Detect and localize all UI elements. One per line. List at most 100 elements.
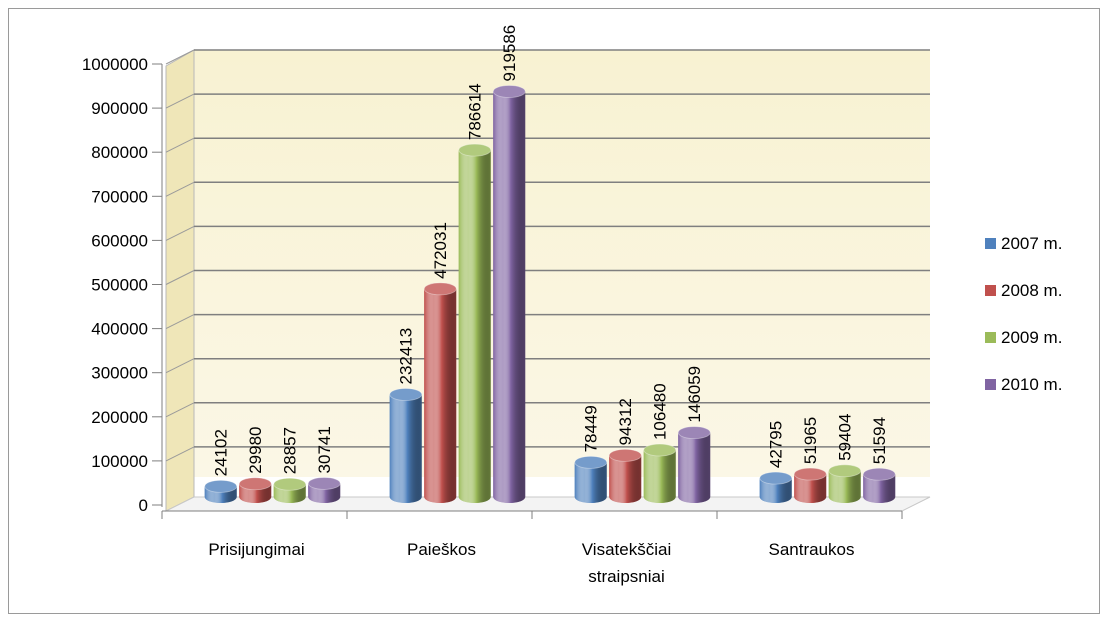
bar [238, 477, 272, 503]
bar-top [389, 388, 423, 401]
bar-top [862, 467, 896, 481]
bar [828, 464, 862, 503]
x-axis: Prisijungimai Paieškos Visatekščiai straips… [161, 510, 903, 586]
y-tick-label: 900000 [91, 99, 148, 118]
gridlines [165, 49, 930, 462]
bar-shade [493, 91, 526, 503]
legend-swatch [985, 285, 996, 296]
data-label: 232413 [397, 328, 416, 385]
legend-swatch [985, 379, 996, 390]
bar [492, 85, 526, 503]
bar [793, 467, 827, 503]
bar-top-highlight [678, 426, 711, 439]
gridline-side [165, 358, 195, 374]
bar-top [238, 477, 272, 491]
data-label: 472031 [431, 222, 450, 279]
bar-top-highlight [493, 85, 526, 98]
bar-top-highlight [863, 468, 896, 481]
side-wall [165, 49, 195, 512]
bar-top-highlight [609, 449, 642, 462]
bar-shade [794, 474, 827, 503]
bar-top-highlight [424, 282, 457, 295]
bar-shade [609, 455, 642, 503]
data-label: 42795 [767, 421, 786, 468]
bar [423, 282, 457, 503]
data-labels: 24102 29980 28857 30741 232413 472031 786614 91… [212, 25, 890, 477]
bar-top-highlight [574, 456, 607, 469]
data-label: 29980 [246, 426, 265, 473]
gridline-side [165, 93, 195, 109]
bar-shade [389, 394, 422, 503]
data-label: 24102 [212, 429, 231, 476]
bar [574, 456, 608, 503]
x-tick-label: Paieškos [407, 540, 476, 559]
x-tick-label: Prisijungimai [208, 540, 304, 559]
bar-top-highlight [759, 472, 792, 485]
legend-label: 2010 m. [1001, 375, 1062, 394]
y-tick-label: 0 [139, 496, 148, 515]
data-label: 51594 [870, 417, 889, 464]
x-tick-label: Visatekščiai [582, 540, 671, 559]
gridline-side [165, 314, 195, 330]
data-label: 78449 [582, 405, 601, 452]
gridline-side [165, 137, 195, 153]
bar [389, 388, 423, 503]
bar-top-highlight [458, 144, 491, 157]
bar-top [307, 477, 341, 490]
legend-swatch [985, 332, 996, 343]
bar-top [793, 467, 827, 481]
bar-top-highlight [204, 480, 237, 493]
x-tick-label: straipsniai [588, 567, 665, 586]
bar-top-highlight [389, 388, 422, 401]
bar [204, 479, 238, 503]
y-tick-label: 600000 [91, 231, 148, 250]
bar-top [204, 479, 238, 493]
data-label: 59404 [836, 414, 855, 461]
bar-shade [458, 150, 491, 504]
bar-top [574, 456, 608, 469]
gridline-side [165, 181, 195, 197]
bar-top-highlight [273, 478, 306, 491]
y-tick-label: 1000000 [82, 55, 148, 74]
bar-shade [678, 432, 711, 503]
bar [458, 143, 492, 504]
bar-top [273, 477, 307, 491]
bar-top-highlight [239, 477, 272, 490]
gridline-side [165, 270, 195, 285]
bar-top [759, 471, 793, 485]
bar-top [643, 443, 677, 457]
y-tick-label: 300000 [91, 364, 148, 383]
bar-shade [759, 478, 792, 503]
legend: 2007 m. 2008 m. 2009 m. 2010 m. [985, 234, 1062, 394]
data-label: 94312 [616, 398, 635, 445]
back-wall [194, 50, 930, 477]
data-label: 146059 [685, 366, 704, 423]
y-tick-label: 800000 [91, 143, 148, 162]
bar-shade [574, 462, 607, 503]
data-label: 786614 [466, 83, 485, 140]
y-tick-label: 700000 [91, 187, 148, 206]
y-tick-label: 400000 [91, 320, 148, 339]
data-label: 28857 [281, 427, 300, 474]
legend-label: 2008 m. [1001, 281, 1062, 300]
gridline-side [165, 402, 195, 418]
y-axis: 0 100000 200000 300000 400000 500000 600000 700… [82, 55, 163, 515]
bar [608, 449, 642, 503]
bar-top [608, 449, 642, 462]
y-tick-label: 500000 [91, 276, 148, 295]
bar-shade [643, 450, 676, 503]
bars [204, 85, 896, 504]
y-tick-label: 100000 [91, 452, 148, 471]
bar [273, 477, 307, 503]
data-label: 919586 [500, 25, 519, 82]
legend-label: 2009 m. [1001, 328, 1062, 347]
bar [862, 467, 896, 503]
bar-shade [424, 288, 457, 503]
bar-top [458, 143, 492, 157]
bar-top [423, 282, 457, 296]
bar-top-highlight [308, 477, 341, 490]
gridline-side [165, 225, 195, 241]
y-tick-label: 200000 [91, 408, 148, 427]
x-tick-label: Santraukos [769, 540, 855, 559]
bar-top-highlight [643, 444, 676, 457]
